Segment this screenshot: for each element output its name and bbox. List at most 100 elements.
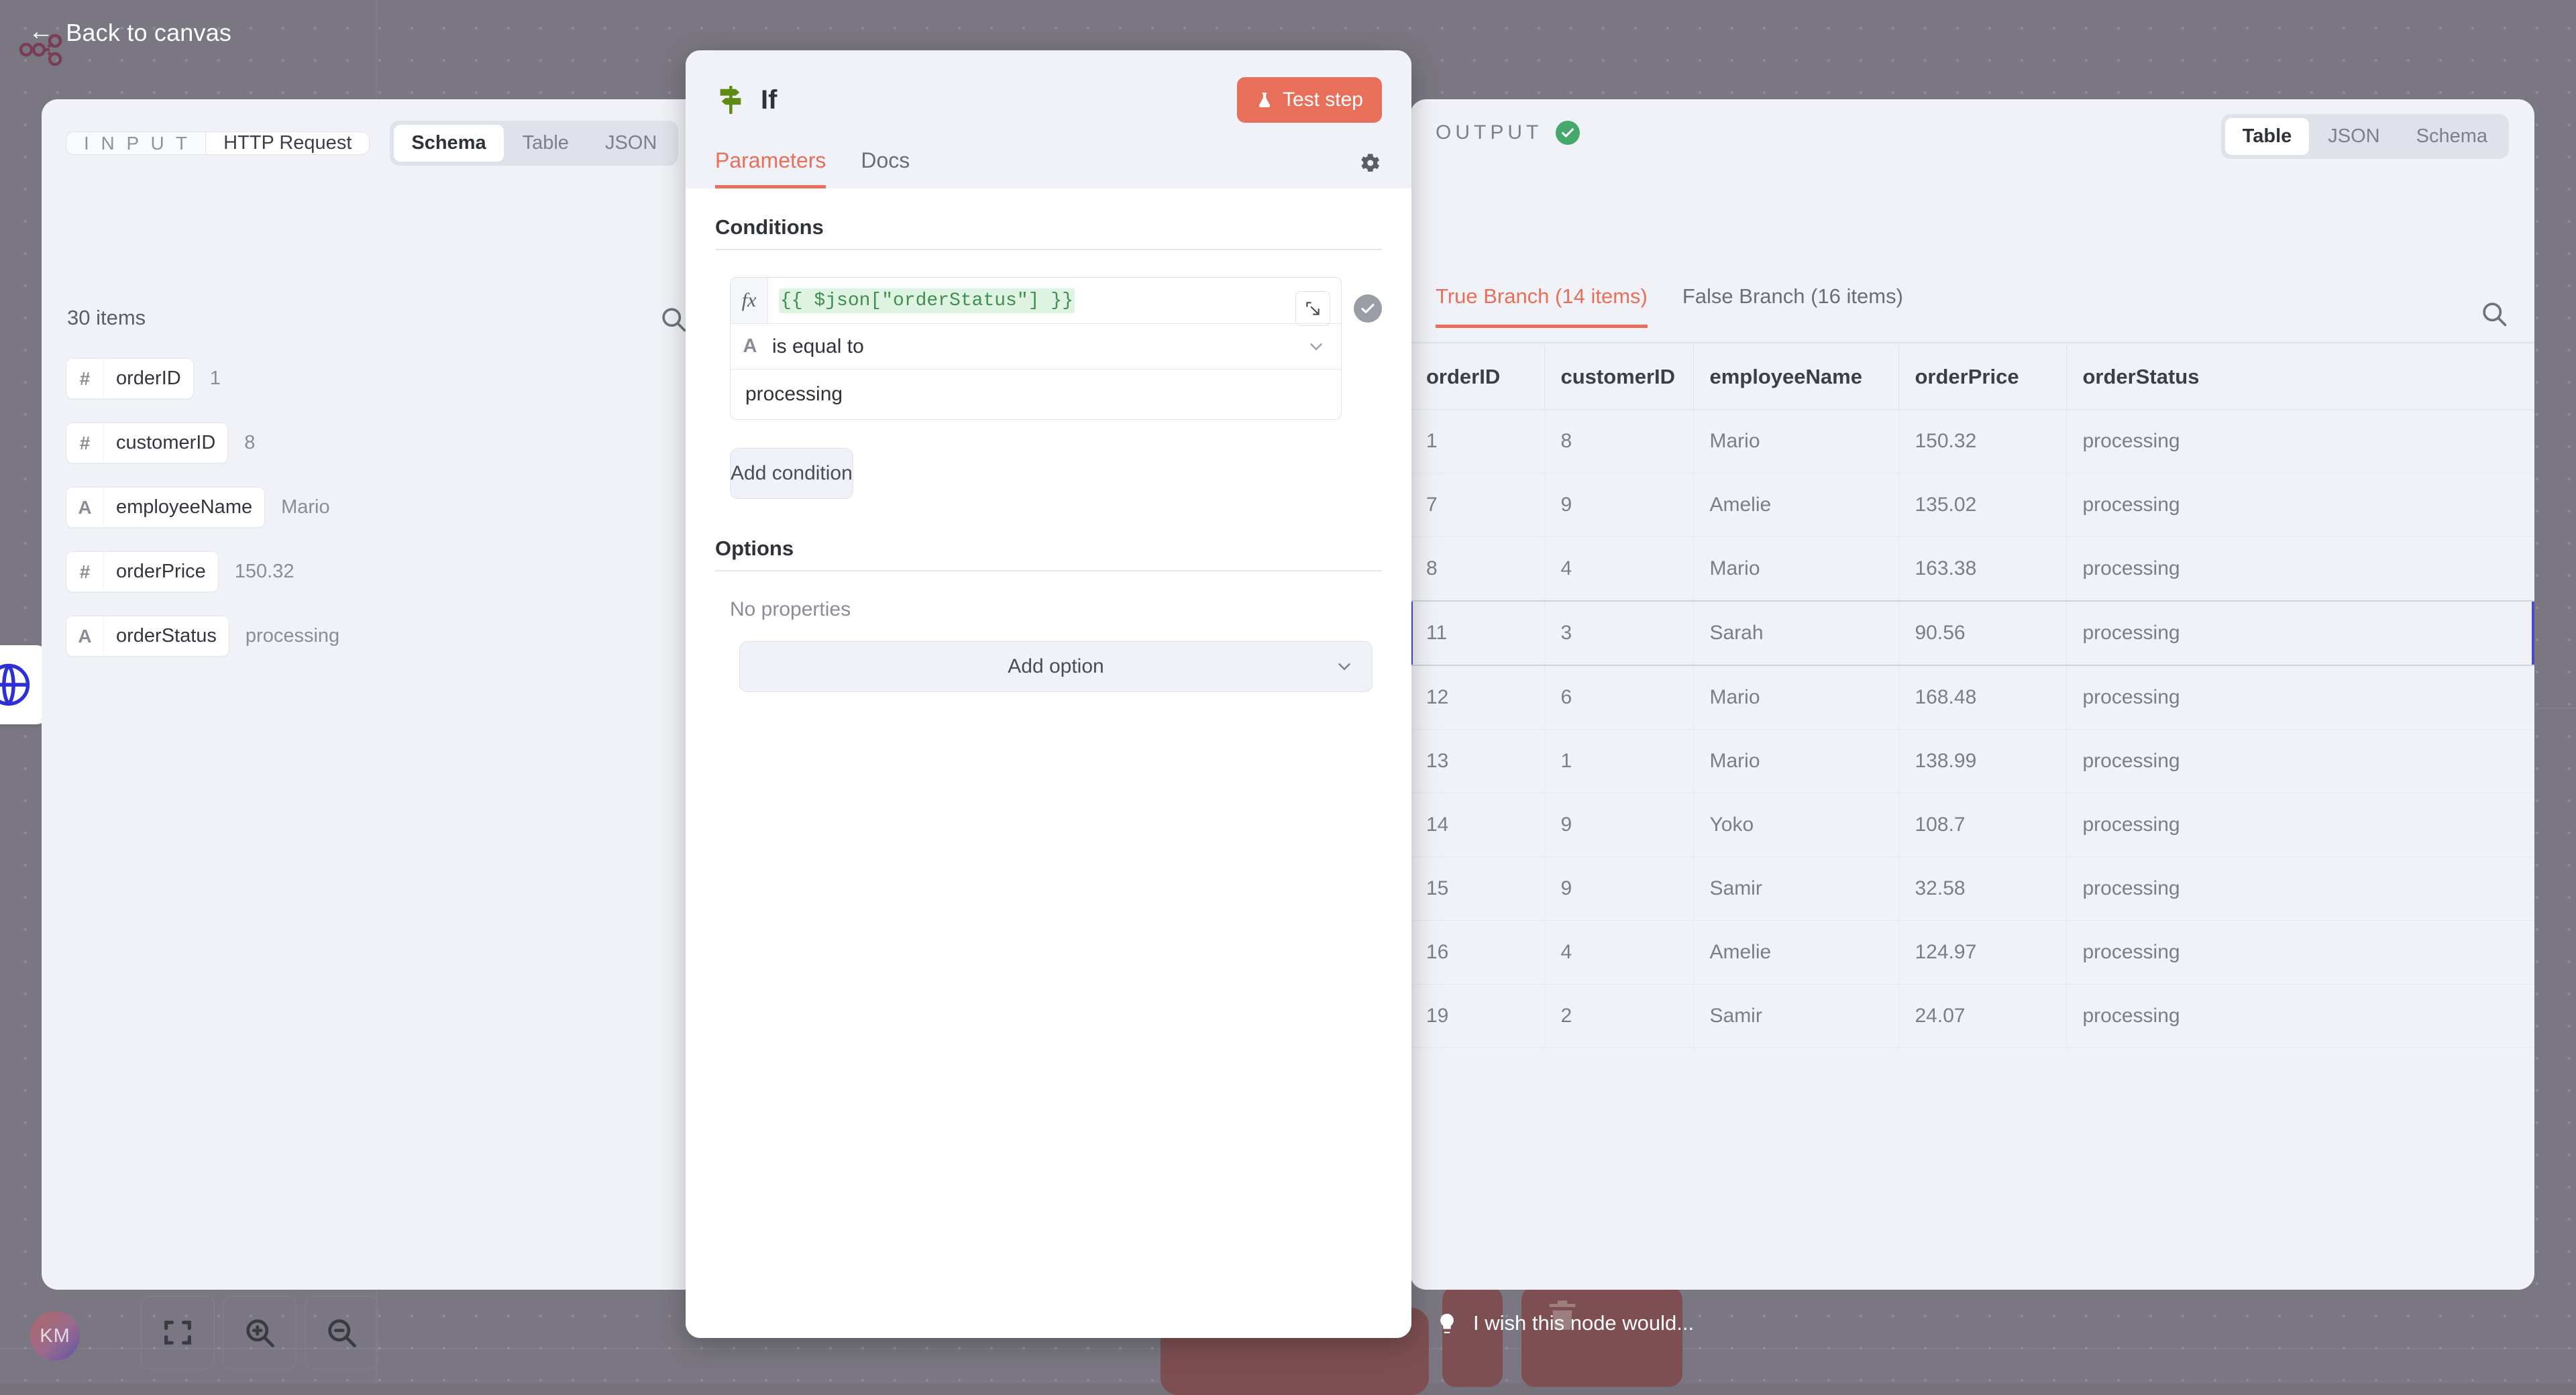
schema-key: orderStatus xyxy=(104,616,229,656)
output-tab-json[interactable]: JSON xyxy=(2310,118,2397,155)
cell-orderPrice: 24.07 xyxy=(1898,985,2066,1048)
condition-expression-row[interactable]: fx {{ $json["orderStatus"] }} xyxy=(731,278,1341,323)
input-item-count: 30 items xyxy=(67,306,146,330)
fit-view-button[interactable] xyxy=(141,1296,215,1370)
schema-key: orderPrice xyxy=(104,552,218,592)
back-to-canvas-label: Back to canvas xyxy=(66,19,231,47)
feedback-button[interactable]: I wish this node would... xyxy=(1436,1300,1694,1347)
expand-icon[interactable] xyxy=(1295,291,1330,326)
column-header[interactable]: orderStatus xyxy=(2066,345,2534,410)
cell-orderID: 19 xyxy=(1410,985,1544,1048)
feedback-label: I wish this node would... xyxy=(1473,1311,1694,1335)
cell-orderID: 14 xyxy=(1410,793,1544,857)
cell-employeeName: Amelie xyxy=(1693,921,1898,985)
cell-orderStatus: processing xyxy=(2066,857,2534,921)
condition-value-row[interactable]: processing xyxy=(731,369,1341,419)
add-condition-button[interactable]: Add condition xyxy=(730,448,853,499)
output-tab-schema[interactable]: Schema xyxy=(2399,118,2505,155)
check-circle-icon xyxy=(1354,294,1382,323)
input-tab-json[interactable]: JSON xyxy=(588,125,674,162)
search-icon[interactable] xyxy=(2479,299,2509,329)
schema-type-badge: # xyxy=(66,359,104,398)
condition-group: fx {{ $json["orderStatus"] }} A is equal… xyxy=(715,277,1382,420)
cell-orderID: 16 xyxy=(1410,921,1544,985)
cell-orderStatus: processing xyxy=(2066,730,2534,793)
operator-type-badge: A xyxy=(731,335,769,357)
zoom-out-button[interactable] xyxy=(305,1296,378,1370)
cell-customerID: 9 xyxy=(1544,473,1693,537)
table-row[interactable]: 15 9 Samir 32.58 processing xyxy=(1410,857,2534,921)
tab-false-branch[interactable]: False Branch (16 items) xyxy=(1682,284,1903,325)
table-row[interactable]: 19 2 Samir 24.07 processing xyxy=(1410,985,2534,1048)
node-title: If xyxy=(761,85,777,115)
conditions-heading: Conditions xyxy=(715,215,1382,250)
column-header[interactable]: orderID xyxy=(1410,345,1544,410)
cell-customerID: 8 xyxy=(1544,410,1693,473)
input-tab-table[interactable]: Table xyxy=(505,125,586,162)
schema-type-badge: A xyxy=(66,616,104,656)
input-header: I N P U T HTTP Request Schema Table JSON xyxy=(66,121,678,166)
column-header[interactable]: customerID xyxy=(1544,345,1693,410)
table-row[interactable]: 13 1 Mario 138.99 processing xyxy=(1410,730,2534,793)
cell-orderStatus: processing xyxy=(2066,665,2534,730)
output-view-tabs[interactable]: Table JSON Schema xyxy=(2221,114,2509,159)
column-header[interactable]: employeeName xyxy=(1693,345,1898,410)
arrow-left-icon: ← xyxy=(28,19,54,44)
cell-orderStatus: processing xyxy=(2066,410,2534,473)
cell-orderPrice: 32.58 xyxy=(1898,857,2066,921)
gear-icon[interactable] xyxy=(1358,151,1382,188)
zoom-in-button[interactable] xyxy=(223,1296,297,1370)
table-row[interactable]: 1 8 Mario 150.32 processing xyxy=(1410,410,2534,473)
test-step-button[interactable]: Test step xyxy=(1237,77,1382,123)
cell-customerID: 9 xyxy=(1544,857,1693,921)
cell-orderStatus: processing xyxy=(2066,985,2534,1048)
table-row[interactable]: 16 4 Amelie 124.97 processing xyxy=(1410,921,2534,985)
condition-value-input[interactable]: processing xyxy=(731,370,1341,419)
input-node-select[interactable]: HTTP Request xyxy=(205,131,370,155)
search-icon[interactable] xyxy=(659,304,688,334)
schema-value: 1 xyxy=(210,368,221,390)
check-circle-icon xyxy=(1556,121,1580,145)
column-header[interactable]: orderPrice xyxy=(1898,345,2066,410)
operator-select[interactable]: is equal to xyxy=(769,335,1306,358)
cell-orderID: 15 xyxy=(1410,857,1544,921)
input-view-tabs[interactable]: Schema Table JSON xyxy=(390,121,678,166)
tab-true-branch[interactable]: True Branch (14 items) xyxy=(1436,284,1648,328)
output-title: OUTPUT xyxy=(1436,121,1542,144)
condition-operator-row[interactable]: A is equal to xyxy=(731,323,1341,369)
schema-type-badge: # xyxy=(66,423,104,463)
avatar[interactable]: KM xyxy=(30,1311,80,1361)
expression-text: {{ $json["orderStatus"] }} xyxy=(779,288,1075,313)
condition-expression-input[interactable]: {{ $json["orderStatus"] }} xyxy=(768,282,1341,319)
table-row[interactable]: 7 9 Amelie 135.02 processing xyxy=(1410,473,2534,537)
cell-customerID: 4 xyxy=(1544,921,1693,985)
cell-customerID: 9 xyxy=(1544,793,1693,857)
cell-orderID: 11 xyxy=(1410,601,1544,665)
cell-orderPrice: 150.32 xyxy=(1898,410,2066,473)
cell-employeeName: Amelie xyxy=(1693,473,1898,537)
back-to-canvas-button[interactable]: ← Back to canvas xyxy=(28,19,231,47)
schema-value: processing xyxy=(246,625,339,647)
tab-docs[interactable]: Docs xyxy=(861,148,910,188)
options-empty-text: No properties xyxy=(715,598,1382,621)
output-header: OUTPUT xyxy=(1436,121,1580,145)
add-option-label: Add option xyxy=(1008,655,1104,678)
output-panel: OUTPUT Table JSON Schema True Branch (14… xyxy=(1410,99,2534,1290)
add-option-button[interactable]: Add option xyxy=(739,641,1373,692)
schema-value: 8 xyxy=(244,432,255,454)
schema-value: Mario xyxy=(281,496,330,518)
table-row[interactable]: 8 4 Mario 163.38 processing xyxy=(1410,537,2534,602)
table-header-row: orderID customerID employeeName orderPri… xyxy=(1410,345,2534,410)
cell-orderPrice: 90.56 xyxy=(1898,601,2066,665)
output-tab-table[interactable]: Table xyxy=(2225,118,2310,155)
branch-tabs: True Branch (14 items) False Branch (16 … xyxy=(1410,284,2534,343)
table-row[interactable]: 12 6 Mario 168.48 processing xyxy=(1410,665,2534,730)
tab-parameters[interactable]: Parameters xyxy=(715,148,826,188)
input-node-pill[interactable]: I N P U T HTTP Request xyxy=(66,131,370,155)
ndv-body: Conditions fx {{ $json["orderStatus"] }}… xyxy=(686,188,1411,1338)
input-tab-schema[interactable]: Schema xyxy=(394,125,503,162)
cell-orderPrice: 138.99 xyxy=(1898,730,2066,793)
flask-icon xyxy=(1256,90,1273,110)
table-row[interactable]: 14 9 Yoko 108.7 processing xyxy=(1410,793,2534,857)
table-row[interactable]: 11 3 Sarah 90.56 processing xyxy=(1410,601,2534,665)
